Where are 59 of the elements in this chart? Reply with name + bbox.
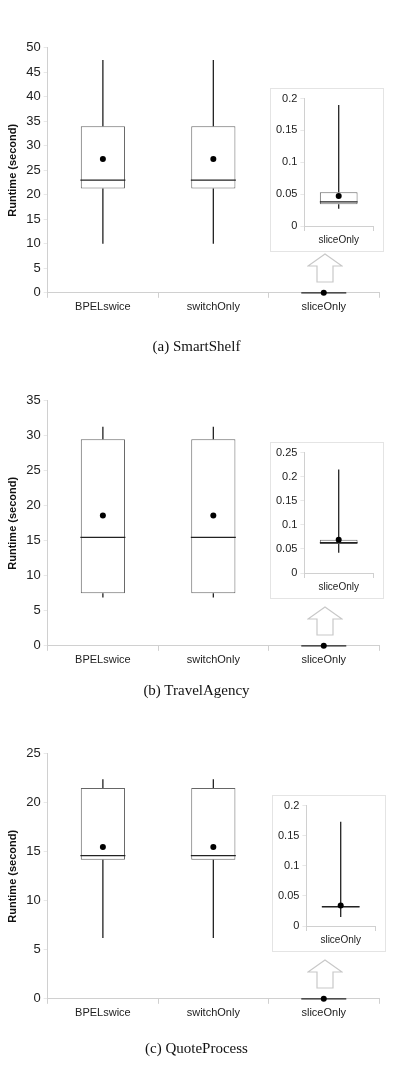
x-tick-label: sliceOnly	[318, 233, 359, 245]
y-tick-label: 10	[26, 567, 41, 583]
y-tick-label: 30	[26, 137, 41, 153]
y-tick-label: 20	[26, 497, 41, 513]
y-tick-label: 0.15	[275, 493, 298, 506]
y-tick-label: 0.2	[284, 798, 300, 811]
text: (b) TravelAgency	[142, 682, 251, 699]
y-tick-label: 25	[26, 161, 41, 177]
y-tick-label: 15	[26, 210, 41, 226]
y-tick-label: 0.1	[282, 155, 298, 168]
y-tick-label: 10	[26, 892, 41, 908]
x-tick-label: BPELswice	[75, 300, 131, 313]
y-tick-label: 0.05	[277, 888, 300, 901]
y-tick-label: 0	[33, 990, 41, 1006]
y-tick-label: 30	[26, 427, 41, 443]
y-tick-label: 5	[33, 259, 41, 275]
y-tick-label: 45	[26, 63, 41, 79]
y-tick-label: 0.15	[275, 123, 298, 136]
y-axis-title: Runtime (second)	[5, 123, 18, 217]
y-tick-label: 5	[33, 602, 41, 618]
text: (a) SmartShelf	[151, 338, 242, 355]
y-tick-label: 0.1	[282, 517, 298, 530]
y-tick-label: 25	[26, 462, 41, 478]
x-tick-label: sliceOnly	[320, 933, 361, 945]
y-tick-label: 5	[33, 941, 41, 957]
y-tick-label: 20	[26, 794, 41, 810]
x-tick-label: sliceOnly	[301, 653, 347, 666]
y-tick-label: 0.2	[282, 469, 298, 482]
y-tick-label: 0	[33, 637, 41, 653]
y-tick-label: 20	[26, 186, 41, 202]
y-tick-label: 0.05	[275, 187, 298, 200]
y-tick-label: 35	[26, 392, 41, 408]
x-tick-label: switchOnly	[186, 653, 241, 666]
y-tick-label: 0	[291, 566, 298, 579]
y-tick-label: 40	[26, 88, 41, 104]
y-tick-label: 35	[26, 112, 41, 128]
x-tick-label: sliceOnly	[301, 1006, 347, 1019]
y-tick-label: 0	[293, 919, 300, 932]
x-tick-label: sliceOnly	[318, 580, 359, 592]
x-tick-label: sliceOnly	[301, 300, 347, 313]
text: (c) QuoteProcess	[144, 1040, 249, 1057]
x-tick-label: BPELswice	[75, 1006, 131, 1019]
x-tick-label: BPELswice	[75, 653, 131, 666]
y-tick-label: 15	[26, 532, 41, 548]
y-tick-label: 0	[291, 219, 298, 232]
y-tick-label: 0.15	[277, 828, 300, 841]
y-axis-title: Runtime (second)	[5, 476, 18, 570]
y-tick-label: 0.1	[284, 858, 300, 871]
y-tick-label: 0.05	[275, 541, 298, 554]
y-tick-label: 0.2	[282, 91, 298, 104]
y-axis-title: Runtime (second)	[5, 829, 18, 923]
y-tick-label: 25	[26, 745, 41, 761]
x-tick-label: switchOnly	[186, 1006, 241, 1019]
y-tick-label: 15	[26, 843, 41, 859]
y-tick-label: 50	[26, 39, 41, 55]
y-tick-label: 0	[33, 284, 41, 300]
y-tick-label: 10	[26, 235, 41, 251]
x-tick-label: switchOnly	[186, 300, 241, 313]
y-tick-label: 0.25	[275, 445, 298, 458]
